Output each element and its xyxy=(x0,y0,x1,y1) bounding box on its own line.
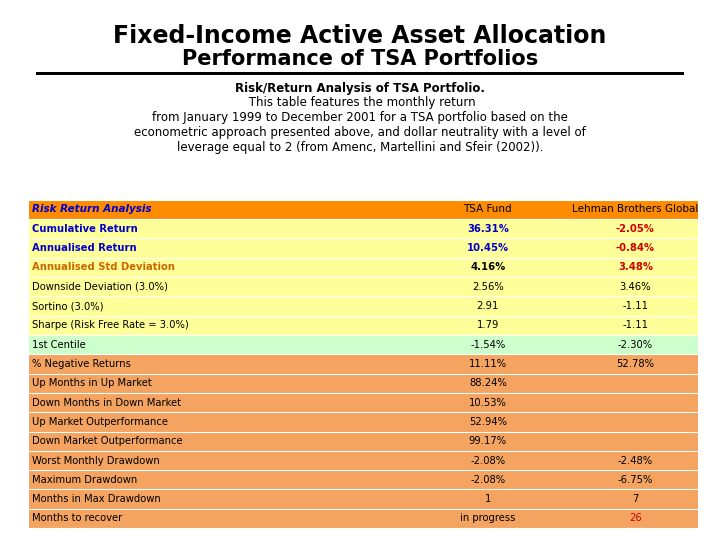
Text: Annualised Std Deviation: Annualised Std Deviation xyxy=(32,262,175,272)
Text: -2.30%: -2.30% xyxy=(618,340,653,349)
Text: 7: 7 xyxy=(632,494,639,504)
Text: Down Months in Down Market: Down Months in Down Market xyxy=(32,397,181,408)
Text: Months in Max Drawdown: Months in Max Drawdown xyxy=(32,494,161,504)
Bar xyxy=(29,451,698,470)
Text: 2.56%: 2.56% xyxy=(472,282,504,292)
Bar xyxy=(29,200,698,219)
Bar xyxy=(29,296,698,316)
Text: -2.48%: -2.48% xyxy=(618,456,653,465)
Text: Down Market Outperformance: Down Market Outperformance xyxy=(32,436,183,446)
Text: -0.84%: -0.84% xyxy=(616,243,655,253)
Text: -2.05%: -2.05% xyxy=(616,224,654,234)
Text: 52.94%: 52.94% xyxy=(469,417,507,427)
Text: Risk Return Analysis: Risk Return Analysis xyxy=(32,205,152,214)
Text: 36.31%: 36.31% xyxy=(467,224,509,234)
Text: 26: 26 xyxy=(629,514,642,523)
Text: -2.08%: -2.08% xyxy=(470,475,505,485)
Text: 11.11%: 11.11% xyxy=(469,359,507,369)
Text: -2.08%: -2.08% xyxy=(470,456,505,465)
Bar xyxy=(29,258,698,277)
Text: 10.45%: 10.45% xyxy=(467,243,509,253)
Text: Up Months in Up Market: Up Months in Up Market xyxy=(32,379,152,388)
Text: Risk/Return Analysis of TSA Portfolio.: Risk/Return Analysis of TSA Portfolio. xyxy=(235,82,485,95)
Text: 88.24%: 88.24% xyxy=(469,379,507,388)
Text: Maximum Drawdown: Maximum Drawdown xyxy=(32,475,138,485)
Bar xyxy=(29,354,698,374)
Text: -1.11: -1.11 xyxy=(622,320,649,330)
Text: Cumulative Return: Cumulative Return xyxy=(32,224,138,234)
Text: Worst Monthly Drawdown: Worst Monthly Drawdown xyxy=(32,456,160,465)
Text: -6.75%: -6.75% xyxy=(618,475,653,485)
Text: 2.91: 2.91 xyxy=(477,301,499,311)
Bar xyxy=(29,470,698,489)
Text: 52.78%: 52.78% xyxy=(616,359,654,369)
Text: -1.11: -1.11 xyxy=(622,301,649,311)
Bar xyxy=(29,393,698,412)
Text: Sharpe (Risk Free Rate = 3.0%): Sharpe (Risk Free Rate = 3.0%) xyxy=(32,320,189,330)
Text: Months to recover: Months to recover xyxy=(32,514,122,523)
Text: % Negative Returns: % Negative Returns xyxy=(32,359,131,369)
Text: This table features the monthly return
from January 1999 to December 2001 for a : This table features the monthly return f… xyxy=(134,96,586,154)
Bar xyxy=(29,316,698,335)
Text: Fixed-Income Active Asset Allocation: Fixed-Income Active Asset Allocation xyxy=(113,24,607,48)
Text: in progress: in progress xyxy=(460,514,516,523)
Text: Up Market Outperformance: Up Market Outperformance xyxy=(32,417,168,427)
Bar xyxy=(29,219,698,239)
Text: 4.16%: 4.16% xyxy=(470,262,505,272)
Bar xyxy=(29,374,698,393)
Text: 1st Centile: 1st Centile xyxy=(32,340,86,349)
Text: Performance of TSA Portfolios: Performance of TSA Portfolios xyxy=(182,49,538,69)
Text: Sortino (3.0%): Sortino (3.0%) xyxy=(32,301,104,311)
Bar xyxy=(29,277,698,296)
Bar xyxy=(29,412,698,431)
Text: 1.79: 1.79 xyxy=(477,320,499,330)
Text: 1: 1 xyxy=(485,494,491,504)
Text: 3.48%: 3.48% xyxy=(618,262,653,272)
Text: Annualised Return: Annualised Return xyxy=(32,243,137,253)
Text: 10.53%: 10.53% xyxy=(469,397,507,408)
Text: 3.46%: 3.46% xyxy=(620,282,651,292)
Text: TSA Fund: TSA Fund xyxy=(464,205,512,214)
Text: 99.17%: 99.17% xyxy=(469,436,507,446)
Bar xyxy=(29,239,698,258)
Text: Lehman Brothers Global: Lehman Brothers Global xyxy=(572,205,698,214)
Bar xyxy=(29,431,698,451)
Bar xyxy=(29,509,698,528)
Text: -1.54%: -1.54% xyxy=(470,340,505,349)
Text: Downside Deviation (3.0%): Downside Deviation (3.0%) xyxy=(32,282,168,292)
Bar xyxy=(29,489,698,509)
Bar xyxy=(29,335,698,354)
